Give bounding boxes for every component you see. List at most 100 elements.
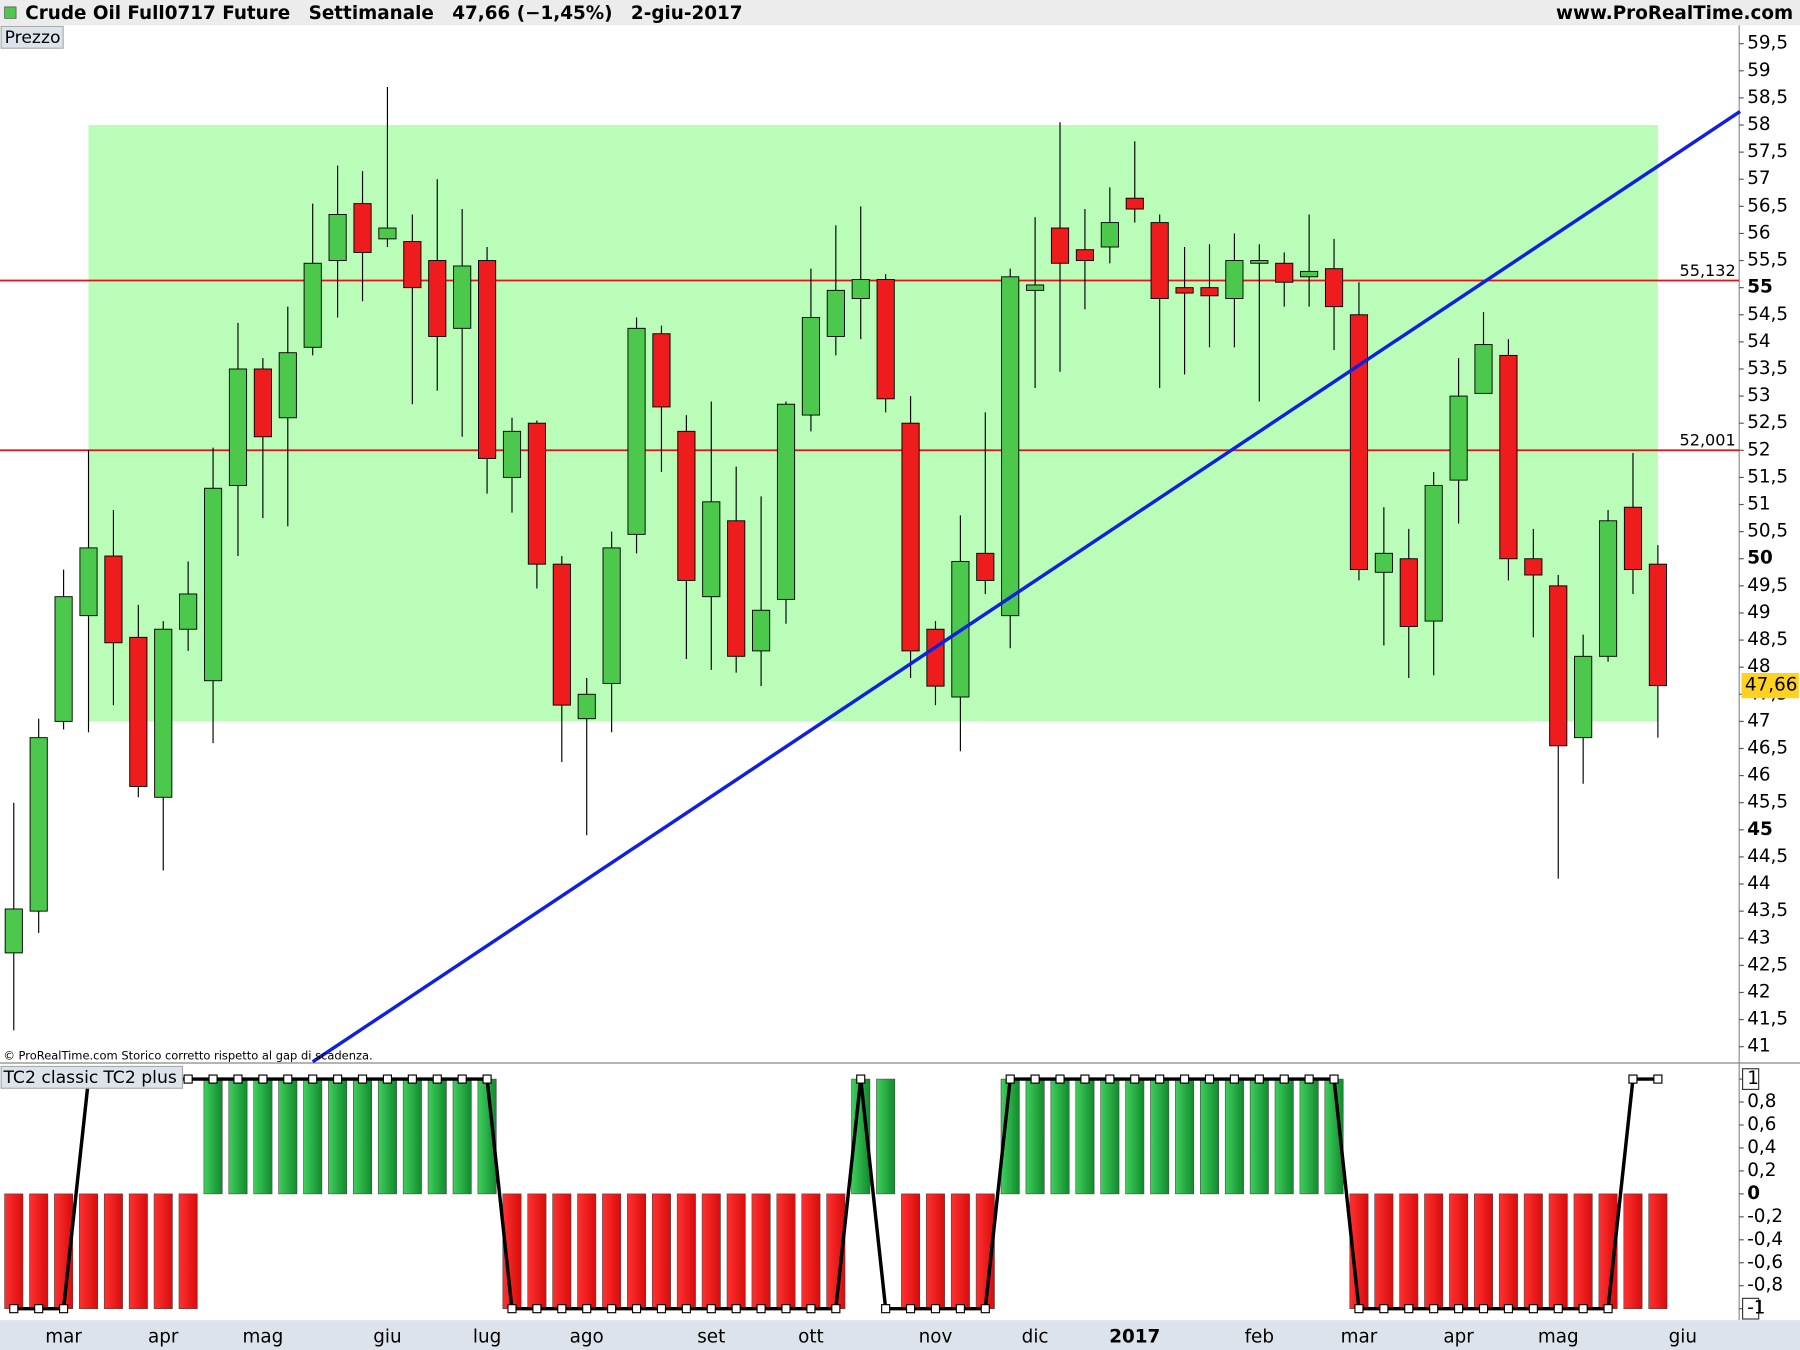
bar: [427, 1078, 447, 1195]
line-point: [1454, 1304, 1464, 1314]
legend-box: [0, 1065, 184, 1089]
candle-body: [1374, 552, 1393, 573]
bar: [1299, 1078, 1319, 1195]
candle-body: [1175, 287, 1194, 294]
y-tick-label: 57,5: [1747, 141, 1788, 162]
line-point: [233, 1074, 243, 1084]
line-point: [607, 1304, 617, 1314]
line-point: [1354, 1304, 1364, 1314]
y-tick-label: 58,5: [1747, 87, 1788, 108]
candle-body: [179, 593, 198, 630]
candle-body: [1125, 197, 1144, 210]
line-point: [357, 1074, 368, 1084]
bar: [926, 1193, 945, 1309]
candle-body: [527, 422, 546, 565]
date: 2-giu-2017: [631, 3, 743, 24]
line-point: [333, 1074, 343, 1084]
y-tick-label: 56: [1747, 222, 1770, 243]
last-price: 47,66 (−1,45%): [452, 3, 612, 24]
line-point: [1429, 1304, 1439, 1314]
bar: [1399, 1193, 1419, 1309]
legend-entry: TC2 plus: [102, 1068, 177, 1088]
price-panel: 41 41,5 42 42,5 43 43,5 44 44,5 45 45,5 46 46,5 47 47…: [0, 25, 1799, 1347]
line-point: [1105, 1074, 1115, 1084]
y-tick-label: -0,6: [1747, 1252, 1783, 1273]
candle-body: [627, 327, 646, 535]
y-tick-label: 43,5: [1747, 900, 1788, 921]
candle-body: [54, 596, 73, 722]
line-point: [1603, 1304, 1613, 1314]
candle-body: [652, 333, 671, 408]
candle-body: [901, 422, 920, 652]
line-point: [1229, 1074, 1239, 1084]
y-tick-label: 43: [1747, 927, 1770, 948]
bar: [577, 1193, 597, 1309]
line-point: [283, 1074, 293, 1084]
y-tick-label: 59: [1747, 60, 1770, 81]
candle-body: [203, 487, 223, 682]
candle-body: [1001, 276, 1020, 617]
line-point: [756, 1304, 766, 1314]
y-tick-label: 48,5: [1747, 629, 1788, 650]
candle-body: [727, 520, 746, 657]
candle-body: [1324, 268, 1344, 308]
x-tick-label: mar: [45, 1326, 82, 1347]
panel-label: Prezzo: [5, 28, 61, 48]
line-point: [308, 1074, 318, 1084]
y-tick-label: 54,5: [1747, 304, 1788, 325]
bar: [29, 1193, 49, 1309]
last-price-box: [1741, 672, 1799, 699]
bar: [901, 1193, 921, 1309]
y-tick-label: 56,5: [1747, 195, 1788, 216]
x-tick-label: giu: [373, 1326, 401, 1347]
line-point: [1503, 1304, 1514, 1314]
line-point: [681, 1304, 691, 1314]
y-tick-label: 46,5: [1747, 737, 1788, 758]
y-tick-label: 55,5: [1747, 250, 1788, 271]
y-tick-label: 44: [1747, 873, 1770, 894]
candle-body: [303, 262, 322, 348]
candle-body: [1574, 655, 1593, 739]
line-point: [258, 1074, 268, 1084]
bar: [79, 1193, 98, 1309]
bar: [1474, 1193, 1493, 1309]
y-tick-label: -0,2: [1747, 1206, 1783, 1227]
candle-body: [677, 430, 696, 581]
header-title: Crude Oil Full0717 Future Settimanale 47,6…: [25, 3, 742, 24]
line-point: [183, 1074, 193, 1084]
x-tick-label: mar: [1341, 1326, 1378, 1347]
bar: [328, 1078, 348, 1195]
line-point: [1404, 1304, 1414, 1314]
candle-body: [602, 547, 621, 684]
y-tick-label: 48: [1747, 656, 1770, 677]
candle-body: [1549, 585, 1568, 747]
y-tick-label: 51: [1747, 494, 1770, 515]
y-tick-label: 55: [1747, 277, 1773, 298]
y-tick-label: 50: [1747, 548, 1773, 569]
y-tick-label: -0,4: [1747, 1229, 1783, 1250]
line-point: [208, 1074, 218, 1084]
x-tick-label: giu: [1669, 1326, 1697, 1347]
y-tick-label: 0,4: [1747, 1137, 1776, 1158]
trendline: [311, 110, 1742, 1064]
bar: [1648, 1193, 1668, 1309]
line-point: [582, 1304, 592, 1314]
bar: [1175, 1078, 1195, 1195]
x-tick-label: mag: [242, 1326, 283, 1347]
line-point: [1155, 1074, 1165, 1084]
bar: [876, 1078, 896, 1195]
line-point: [9, 1304, 19, 1314]
bar: [602, 1193, 622, 1309]
line-point: [1653, 1074, 1663, 1084]
line-point: [706, 1304, 716, 1314]
candle-body: [278, 352, 297, 419]
bar: [1075, 1078, 1095, 1195]
y-tick-label: 49,5: [1747, 575, 1788, 596]
x-tick-label: set: [697, 1326, 725, 1347]
candle-body: [926, 628, 945, 687]
line-point: [34, 1304, 44, 1314]
candle-body: [328, 214, 347, 262]
site: www.ProRealTime.com: [1556, 3, 1793, 24]
x-tick-label: feb: [1245, 1326, 1274, 1347]
candle-body: [1399, 558, 1418, 627]
